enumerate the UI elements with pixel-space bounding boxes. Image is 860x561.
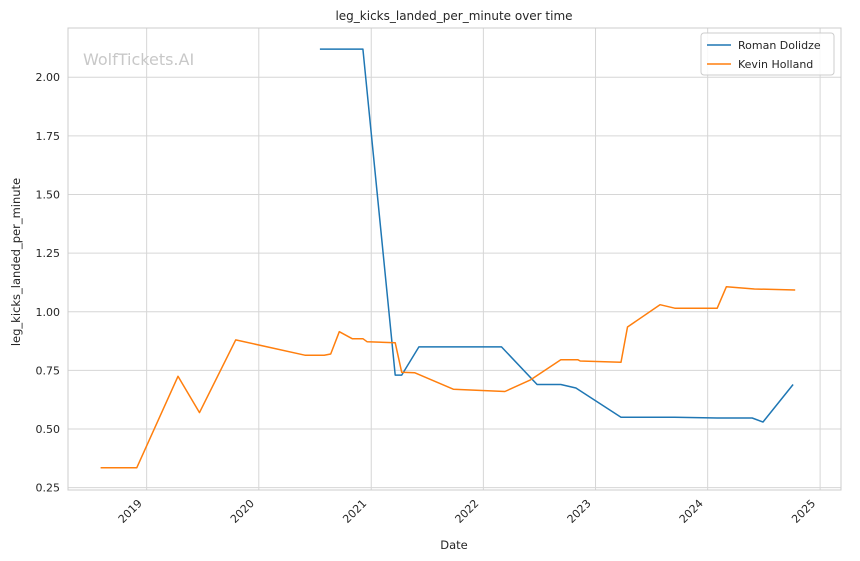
series-line — [100, 285, 796, 469]
watermark-text: WolfTickets.AI — [83, 50, 194, 69]
grid — [68, 28, 841, 490]
legend-label: Roman Dolidze — [738, 39, 821, 52]
y-axis-title: leg_kicks_landed_per_minute — [9, 178, 23, 346]
series-layer — [100, 48, 796, 469]
series-line — [319, 48, 794, 423]
y-tick-label: 1.50 — [36, 189, 61, 202]
y-tick-label: 0.25 — [36, 482, 61, 495]
y-tick-labels: 0.25 0.50 0.75 1.00 1.25 1.50 1.75 2.00 — [36, 71, 61, 494]
y-tick-label: 1.25 — [36, 247, 61, 260]
legend-box — [700, 32, 835, 76]
legend-label: Kevin Holland — [738, 58, 813, 71]
chart-title: leg_kicks_landed_per_minute over time — [335, 9, 572, 23]
y-tick-label: 1.75 — [36, 130, 61, 143]
y-tick-label: 0.50 — [36, 423, 61, 436]
y-tick-label: 1.00 — [36, 306, 61, 319]
y-tick-label: 0.75 — [36, 364, 61, 377]
y-tick-label: 2.00 — [36, 71, 61, 84]
plot-frame — [67, 27, 842, 491]
legend: Roman Dolidze Kevin Holland — [700, 32, 835, 76]
x-axis-title: Date — [440, 538, 468, 552]
